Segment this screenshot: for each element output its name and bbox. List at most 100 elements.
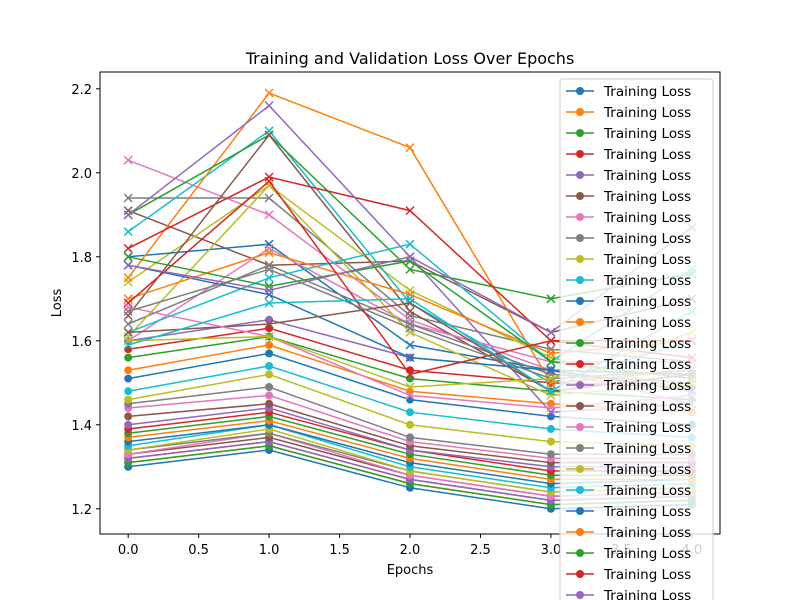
data-point bbox=[264, 172, 274, 182]
data-point bbox=[546, 403, 556, 413]
data-point bbox=[264, 273, 274, 283]
data-point bbox=[264, 264, 274, 274]
data-point bbox=[265, 399, 274, 408]
data-point bbox=[264, 130, 274, 140]
data-point bbox=[123, 273, 133, 283]
data-point bbox=[124, 395, 133, 404]
data-point bbox=[406, 420, 414, 429]
legend-label: Training Loss bbox=[603, 273, 691, 289]
legend-swatch-marker bbox=[576, 234, 584, 242]
data-point bbox=[265, 349, 274, 358]
data-point bbox=[265, 324, 274, 333]
data-point bbox=[264, 285, 274, 295]
data-point bbox=[546, 412, 555, 421]
data-point bbox=[264, 243, 274, 253]
data-point bbox=[546, 378, 556, 388]
data-point bbox=[123, 155, 133, 165]
legend-label: Training Loss bbox=[603, 252, 691, 268]
legend-entry: Training Loss bbox=[566, 483, 691, 499]
legend-entry: Training Loss bbox=[566, 189, 691, 205]
data-point bbox=[405, 206, 415, 216]
legend-swatch-marker bbox=[576, 465, 584, 473]
y-axis-ticks: 1.2 1.4 1.6 1.8 2.0 2.2 bbox=[71, 83, 100, 518]
data-point bbox=[546, 390, 556, 400]
x-axis-label: Epochs bbox=[387, 563, 434, 578]
legend-swatch-marker bbox=[576, 528, 584, 536]
data-point bbox=[546, 357, 556, 367]
data-point bbox=[124, 366, 133, 375]
legend-entry: Training Loss bbox=[566, 105, 691, 121]
data-point bbox=[123, 298, 133, 308]
data-point bbox=[264, 260, 274, 270]
legend-entry: Training Loss bbox=[566, 315, 691, 331]
data-point bbox=[123, 327, 133, 337]
legend-label: Training Loss bbox=[603, 126, 691, 142]
legend-entry: Training Loss bbox=[566, 231, 691, 247]
data-point bbox=[405, 306, 415, 316]
legend-frame bbox=[559, 78, 714, 600]
data-point bbox=[405, 369, 415, 379]
legend-label: Training Loss bbox=[603, 357, 691, 373]
x-tick-label: 1.5 bbox=[329, 543, 350, 558]
legend-label: Training Loss bbox=[603, 105, 691, 121]
data-point bbox=[405, 252, 415, 262]
x-tick-label: 0.5 bbox=[188, 543, 209, 558]
data-point bbox=[405, 353, 415, 363]
legend-entry: Training Loss bbox=[566, 525, 691, 541]
legend-entry: Training Loss bbox=[566, 588, 691, 600]
data-point bbox=[265, 383, 274, 391]
data-point bbox=[406, 374, 414, 383]
legend-swatch-marker bbox=[576, 591, 584, 599]
data-point bbox=[123, 332, 133, 342]
data-point bbox=[124, 412, 133, 421]
legend-entry: Training Loss bbox=[566, 546, 691, 562]
legend-entry: Training Loss bbox=[566, 210, 691, 226]
legend-swatch-marker bbox=[576, 444, 584, 452]
y-tick-label: 1.6 bbox=[71, 335, 92, 350]
legend-swatch-marker bbox=[576, 108, 584, 116]
data-point bbox=[405, 340, 415, 350]
data-point bbox=[546, 327, 556, 337]
legend-entry: Training Loss bbox=[566, 336, 691, 352]
legend-swatch-marker bbox=[576, 213, 584, 221]
data-point bbox=[405, 264, 415, 274]
legend-label: Training Loss bbox=[603, 504, 691, 520]
legend-label: Training Loss bbox=[603, 546, 691, 562]
data-point bbox=[264, 248, 274, 258]
legend-entry: Training Loss bbox=[566, 252, 691, 268]
data-point bbox=[123, 260, 133, 270]
legend-label: Training Loss bbox=[603, 147, 691, 163]
data-point bbox=[123, 210, 133, 220]
data-point bbox=[123, 340, 133, 350]
legend-label: Training Loss bbox=[603, 231, 691, 247]
legend-entry: Training Loss bbox=[566, 567, 691, 583]
data-point bbox=[264, 239, 274, 249]
data-point bbox=[546, 437, 555, 446]
x-tick-label: 2.0 bbox=[400, 543, 421, 558]
data-point bbox=[123, 227, 133, 237]
data-point bbox=[124, 345, 133, 354]
legend-swatch-marker bbox=[576, 360, 584, 368]
legend-entry: Training Loss bbox=[566, 294, 691, 310]
data-point bbox=[546, 407, 556, 417]
legend-swatch-marker bbox=[576, 486, 584, 494]
data-point bbox=[123, 319, 133, 329]
data-point bbox=[123, 306, 133, 316]
legend-swatch-marker bbox=[576, 255, 584, 263]
legend-label: Training Loss bbox=[603, 168, 691, 184]
x-tick-label: 3.0 bbox=[541, 543, 562, 558]
x-tick-label: 0.0 bbox=[118, 543, 139, 558]
data-point bbox=[405, 323, 415, 333]
legend-entry: Training Loss bbox=[566, 378, 691, 394]
legend-label: Training Loss bbox=[603, 84, 691, 100]
legend-entry: Training Loss bbox=[566, 147, 691, 163]
legend-label: Training Loss bbox=[603, 525, 691, 541]
legend-label: Training Loss bbox=[603, 588, 691, 600]
y-tick-label: 2.2 bbox=[71, 83, 92, 98]
legend-swatch-marker bbox=[576, 297, 584, 305]
data-point bbox=[123, 252, 133, 262]
data-point bbox=[124, 387, 133, 396]
legend-entry: Training Loss bbox=[566, 126, 691, 142]
legend-label: Training Loss bbox=[603, 399, 691, 415]
